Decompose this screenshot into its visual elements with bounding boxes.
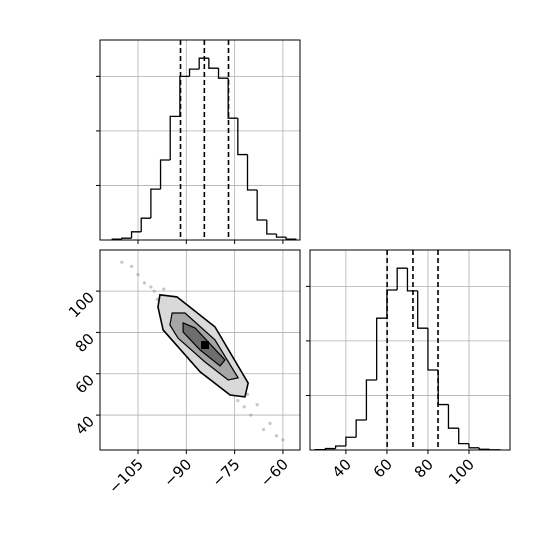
y-tick-label: 100: [65, 288, 98, 321]
histogram-step: [479, 448, 489, 449]
histogram-step: [428, 328, 438, 370]
sample-point: [130, 265, 133, 268]
sample-point: [136, 273, 139, 276]
histogram-step: [325, 449, 335, 450]
histogram-step: [469, 444, 479, 448]
histogram-step: [151, 189, 161, 218]
histogram-step: [387, 290, 397, 318]
x-tick-label: 100: [445, 455, 478, 488]
axes-frame: [310, 250, 510, 450]
histogram-step: [238, 118, 248, 154]
histogram-step: [267, 220, 277, 234]
y-tick-label: 40: [72, 412, 98, 438]
sample-point: [153, 290, 156, 293]
histogram-step: [346, 437, 356, 446]
x-tick-label: 60: [370, 455, 396, 481]
histogram-step: [276, 234, 286, 237]
histogram-step: [257, 190, 267, 220]
histogram-step: [459, 428, 469, 443]
histogram-step: [228, 78, 238, 118]
histogram-step: [141, 218, 151, 232]
histogram-step: [407, 268, 417, 291]
histogram-step: [190, 69, 200, 76]
histogram-step: [356, 420, 366, 437]
x-tick-label: −60: [257, 455, 292, 490]
sample-point: [143, 281, 146, 284]
axes-frame: [100, 40, 300, 240]
histogram-step: [336, 446, 346, 449]
histogram-step: [377, 318, 387, 380]
histogram-step: [170, 116, 180, 160]
y-tick-label: 60: [72, 371, 98, 397]
sample-point: [243, 405, 246, 408]
sample-point: [268, 422, 271, 425]
sample-point: [236, 399, 239, 402]
histogram-step: [438, 370, 448, 405]
sample-point: [249, 413, 252, 416]
sample-point: [256, 403, 259, 406]
histogram-step: [248, 155, 258, 190]
x-tick-label: 80: [411, 455, 437, 481]
density-peak: [201, 341, 209, 349]
x-tick-label: −75: [209, 455, 244, 490]
sample-point: [262, 428, 265, 431]
x-tick-label: −105: [105, 455, 147, 497]
x-tick-label: −90: [160, 455, 195, 490]
histogram-step: [132, 232, 142, 238]
histogram-step: [180, 76, 190, 116]
histogram-step: [209, 58, 219, 68]
y-tick-label: 80: [72, 330, 98, 356]
sample-point: [275, 434, 278, 437]
histogram-step: [418, 291, 428, 328]
histogram-step: [448, 405, 458, 429]
sample-point: [162, 287, 165, 290]
histogram-step: [161, 160, 171, 189]
histogram-step: [122, 238, 132, 239]
histogram-step: [366, 380, 376, 420]
sample-point: [149, 285, 152, 288]
sample-point: [281, 438, 284, 441]
sample-point: [120, 261, 123, 264]
x-tick-label: 40: [329, 455, 355, 481]
